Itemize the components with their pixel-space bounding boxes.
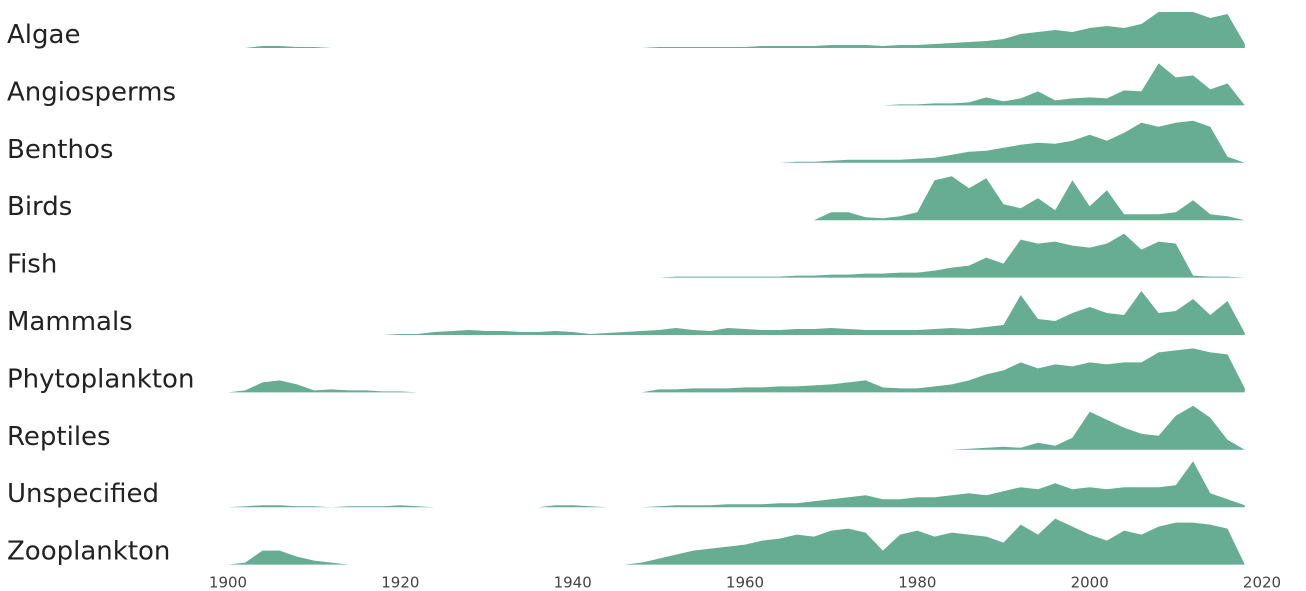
- row-label: Reptiles: [7, 422, 111, 452]
- ridge-area: [210, 176, 1245, 221]
- x-tick-label: 1980: [898, 574, 936, 591]
- row-label: Unspecified: [7, 479, 159, 509]
- x-tick-label: 1920: [381, 574, 419, 591]
- ridge-area: [210, 120, 1245, 163]
- ridge-area: [210, 233, 1245, 278]
- row-label: Angiosperms: [7, 77, 176, 107]
- x-tick-label: 2020: [1243, 574, 1281, 591]
- row-label: Phytoplankton: [7, 364, 194, 394]
- row-label: Zooplankton: [7, 537, 170, 567]
- x-tick-label: 1900: [209, 574, 247, 591]
- ridge-area: [210, 63, 1245, 106]
- ridge-area: [210, 518, 1245, 565]
- row-label: Fish: [7, 250, 57, 280]
- row-label: Benthos: [7, 135, 113, 165]
- ridge-area: [210, 405, 1245, 450]
- row-label: Birds: [7, 192, 72, 222]
- x-tick-label: 2000: [1071, 574, 1109, 591]
- x-tick-label: 1940: [554, 574, 592, 591]
- x-tick-label: 1960: [726, 574, 764, 591]
- ridge-area: [210, 12, 1245, 48]
- ridge-area: [210, 291, 1245, 335]
- ridge-area: [210, 461, 1245, 508]
- ridge-area: [210, 348, 1245, 393]
- row-label: Algae: [7, 20, 80, 50]
- row-label: Mammals: [7, 307, 133, 337]
